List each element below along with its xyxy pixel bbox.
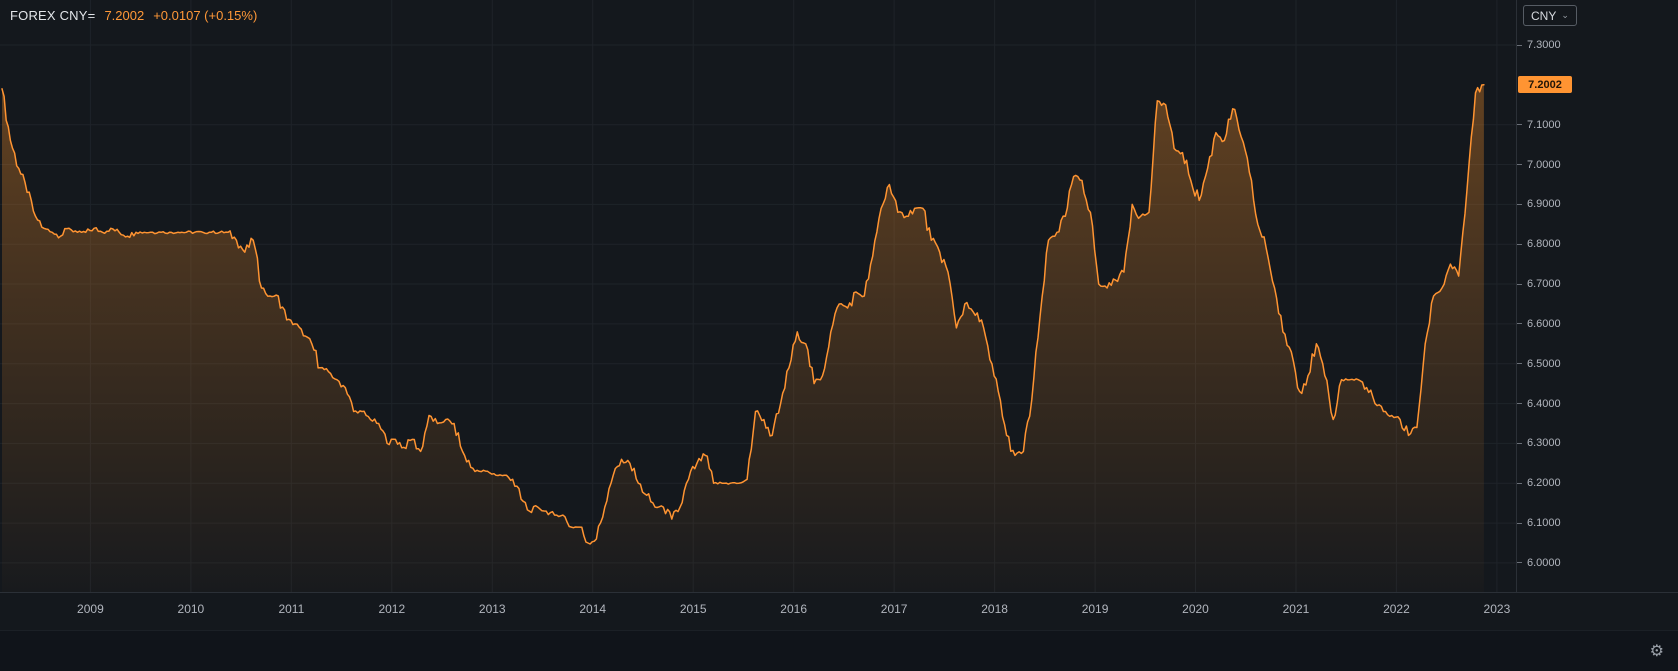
y-axis-tick xyxy=(1517,203,1522,205)
y-axis-tick xyxy=(1517,243,1522,245)
quote-overlay: FOREX CNY= 7.2002 +0.0107 (+0.15%) xyxy=(10,8,257,23)
x-axis-label: 2016 xyxy=(780,602,807,616)
x-axis-label: 2012 xyxy=(378,602,406,616)
y-axis-tick xyxy=(1517,124,1522,126)
y-axis-label-text: 6.3000 xyxy=(1527,437,1561,450)
y-axis-label: 6.5000 xyxy=(1517,357,1561,371)
y-axis-tick xyxy=(1517,363,1522,365)
y-axis-tick xyxy=(1517,522,1522,524)
currency-dropdown-label: CNY xyxy=(1531,8,1557,23)
y-axis-label: 6.8000 xyxy=(1517,237,1561,251)
y-axis-label: 6.0000 xyxy=(1517,556,1561,570)
instrument-symbol: FOREX CNY= xyxy=(10,8,96,23)
x-axis-label: 2021 xyxy=(1282,602,1310,616)
y-axis-label: 6.6000 xyxy=(1517,317,1561,331)
y-axis-tick xyxy=(1517,482,1522,484)
x-axis-label: 2023 xyxy=(1483,602,1511,616)
x-axis-label: 2009 xyxy=(77,602,104,616)
y-axis-tick xyxy=(1517,562,1522,564)
x-axis-label: 2022 xyxy=(1383,602,1410,616)
price-change: +0.0107 (+0.15%) xyxy=(153,8,258,23)
x-axis-label: 2019 xyxy=(1081,602,1109,616)
y-axis-label: 6.4000 xyxy=(1517,397,1561,411)
y-axis-label-text: 7.0000 xyxy=(1527,158,1561,171)
gear-icon[interactable]: ⚙ xyxy=(1649,643,1664,660)
y-axis-label: 7.1000 xyxy=(1517,118,1561,132)
x-axis-label: 2010 xyxy=(177,602,205,616)
y-axis-label: 6.9000 xyxy=(1517,197,1561,211)
y-axis-tick xyxy=(1517,164,1522,166)
x-axis-label: 2018 xyxy=(981,602,1008,616)
y-axis-label-text: 6.6000 xyxy=(1527,317,1561,330)
x-axis-label: 2020 xyxy=(1182,602,1209,616)
y-axis-label-text: 6.5000 xyxy=(1527,357,1561,370)
y-axis-label-text: 6.4000 xyxy=(1527,397,1561,410)
y-axis-label-text: 6.9000 xyxy=(1527,198,1561,211)
currency-dropdown[interactable]: CNY ⌄ xyxy=(1523,5,1577,26)
y-axis-label-text: 7.3000 xyxy=(1527,39,1561,52)
y-axis-label-text: 7.1000 xyxy=(1527,118,1561,131)
y-axis-label: 7.0000 xyxy=(1517,158,1561,172)
y-axis-label: 6.3000 xyxy=(1517,436,1561,450)
last-price: 7.2002 xyxy=(104,8,145,23)
y-axis-label-text: 6.2000 xyxy=(1527,477,1561,490)
y-axis-tick xyxy=(1517,323,1522,325)
price-line xyxy=(1,84,1485,545)
y-axis-label: 6.1000 xyxy=(1517,516,1561,530)
y-axis-tick xyxy=(1517,44,1522,46)
price-axis[interactable]: CNY ⌄ 7.3000 7.1000 7.0000 6.9000 6.8000 6.70… xyxy=(1516,0,1678,592)
y-axis-label-text: 6.0000 xyxy=(1527,556,1561,569)
price-chart[interactable]: FOREX CNY= 7.2002 +0.0107 (+0.15%) xyxy=(0,0,1516,592)
x-axis-label: 2017 xyxy=(880,602,908,616)
bottom-bar: ⚙ xyxy=(0,630,1678,671)
x-axis-label: 2015 xyxy=(679,602,707,616)
y-axis-label-text: 6.7000 xyxy=(1527,278,1561,291)
chevron-down-icon: ⌄ xyxy=(1561,10,1569,20)
current-price-value: 7.2002 xyxy=(1528,78,1562,91)
current-price-tag: 7.2002 xyxy=(1518,76,1572,94)
x-axis-label: 2013 xyxy=(478,602,506,616)
y-axis-label: 6.2000 xyxy=(1517,476,1561,490)
x-axis-label: 2011 xyxy=(278,602,305,616)
y-axis-tick xyxy=(1517,283,1522,285)
area-fill xyxy=(2,84,1484,592)
y-axis-label: 6.7000 xyxy=(1517,277,1561,291)
chart-canvas xyxy=(0,0,1516,592)
y-axis-tick xyxy=(1517,442,1522,444)
x-axis-label: 2014 xyxy=(579,602,607,616)
y-axis-label-text: 6.8000 xyxy=(1527,238,1561,251)
time-axis[interactable]: 2009 2010 2011 2012 2013 2014 2015 2016 2017 2018… xyxy=(0,592,1678,630)
y-axis-tick xyxy=(1517,403,1522,405)
y-axis-label: 7.3000 xyxy=(1517,38,1561,52)
y-axis-label-text: 6.1000 xyxy=(1527,517,1561,530)
